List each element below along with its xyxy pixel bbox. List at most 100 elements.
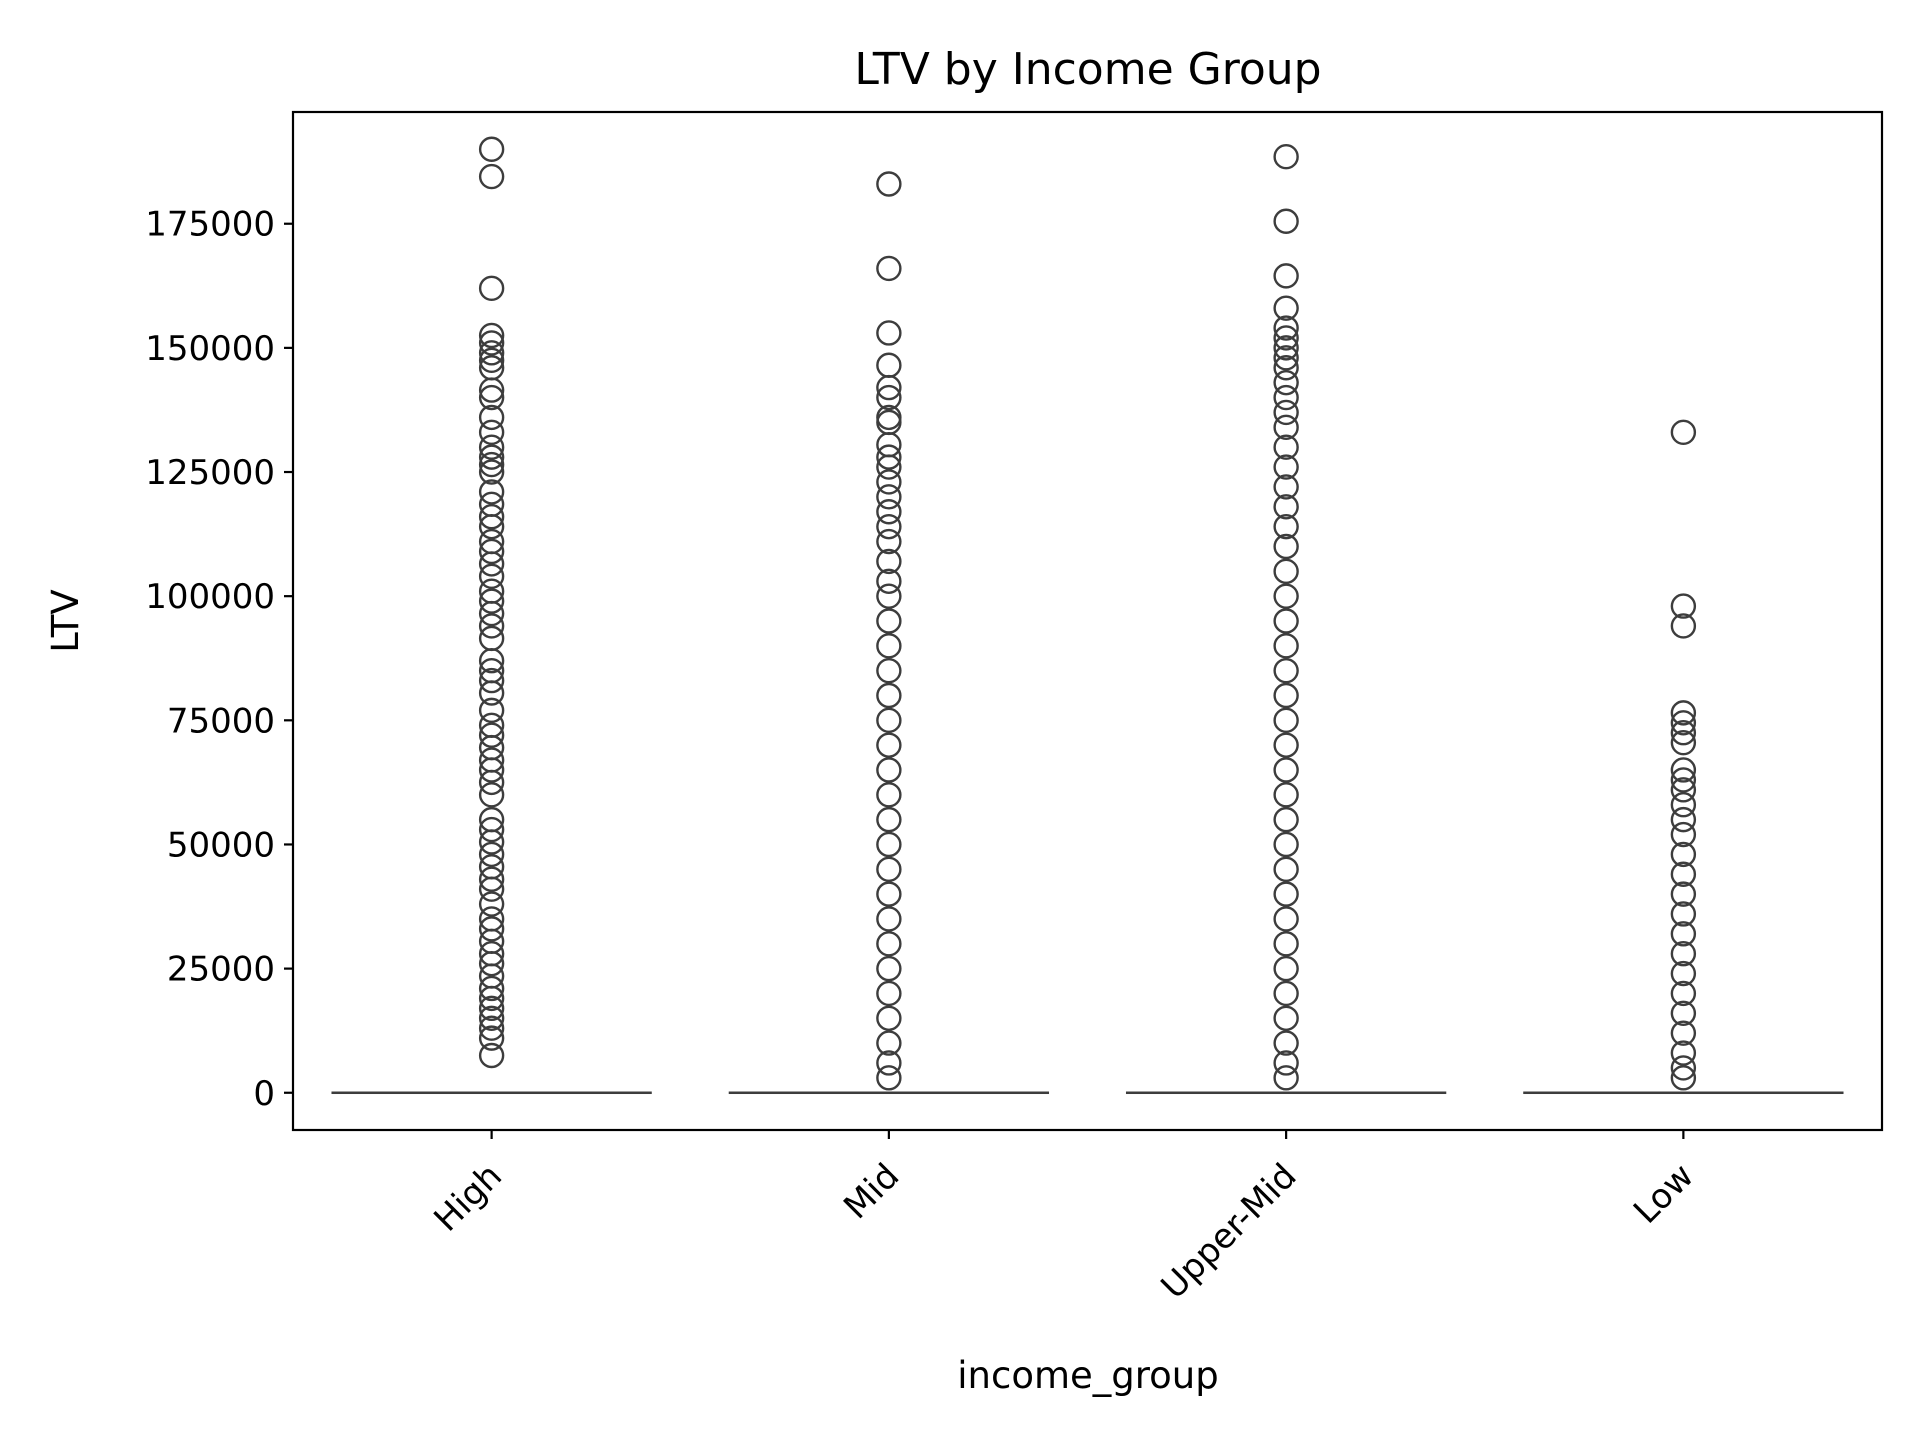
outlier-point	[876, 732, 902, 758]
outlier-point	[876, 657, 902, 684]
outlier-point	[1273, 513, 1299, 540]
outlier-point	[1670, 1055, 1697, 1081]
x-axis-title: income_group	[957, 1354, 1218, 1397]
outlier-point	[876, 568, 902, 594]
y-tick-label: 125000	[145, 453, 275, 493]
outlier-point	[478, 513, 505, 540]
outlier-point	[478, 712, 505, 738]
outlier-point	[1670, 613, 1697, 639]
outlier-point	[478, 648, 505, 674]
outlier-point	[478, 1025, 505, 1051]
outlier-point	[1273, 208, 1299, 234]
outlier-point	[1273, 757, 1299, 783]
outlier-point	[1273, 806, 1299, 833]
outlier-point	[876, 1005, 902, 1031]
outlier-point	[478, 697, 505, 724]
outlier-point	[1273, 633, 1299, 659]
outlier-point	[478, 916, 505, 942]
outlier-point	[478, 434, 505, 460]
outlier-point	[1273, 657, 1299, 684]
outlier-point	[1273, 831, 1299, 858]
outlier-point	[478, 841, 505, 868]
plot-area	[331, 136, 1844, 1095]
outlier-point	[1670, 806, 1697, 833]
y-axis-title: LTV	[44, 589, 87, 652]
outlier-point	[478, 163, 505, 190]
outlier-point	[478, 1015, 505, 1041]
outlier-point	[876, 633, 902, 659]
outlier-point	[1273, 315, 1299, 341]
outlier-point	[876, 384, 902, 411]
outlier-point	[1670, 841, 1697, 868]
outlier-point	[478, 1042, 505, 1069]
outlier-point	[1670, 757, 1697, 783]
outlier-point	[876, 707, 902, 734]
outlier-point	[1273, 707, 1299, 734]
outlier-point	[1670, 710, 1697, 736]
outlier-point	[478, 459, 505, 485]
outlier-point	[1273, 856, 1299, 882]
outlier-point	[1670, 980, 1697, 1007]
y-tick-label: 25000	[167, 950, 275, 990]
outlier-point	[478, 876, 505, 902]
outlier-point	[1670, 720, 1697, 746]
outlier-point	[1273, 1050, 1299, 1076]
outlier-point	[1670, 881, 1697, 907]
outlier-point	[1670, 1065, 1697, 1091]
outlier-point	[478, 384, 505, 411]
outlier-point	[876, 1050, 902, 1076]
x-tick-label: Upper-Mid	[1154, 1156, 1305, 1307]
outlier-point	[876, 469, 902, 495]
outlier-point	[1273, 325, 1299, 351]
outlier-point	[876, 409, 902, 436]
outlier-point	[876, 374, 902, 401]
outlier-point	[1273, 355, 1299, 381]
outlier-point	[478, 322, 505, 349]
outlier-point	[1273, 955, 1299, 982]
y-axis: 0 25000 50000 75000 100000 125000 150000 175000	[145, 205, 293, 1114]
outlier-point	[478, 657, 505, 684]
outlier-point	[1273, 1005, 1299, 1031]
outlier-point	[478, 829, 505, 855]
y-tick-label: 150000	[145, 329, 275, 369]
outlier-point	[1670, 1000, 1697, 1027]
outlier-point	[1670, 1020, 1697, 1046]
outlier-point	[1273, 143, 1299, 170]
outlier-point	[876, 831, 902, 858]
outlier-point	[478, 538, 505, 565]
outlier-point	[876, 513, 902, 540]
outlier-point	[876, 499, 902, 525]
outlier-point	[1670, 960, 1697, 987]
outlier-point	[478, 600, 505, 627]
outlier-point	[1670, 700, 1697, 726]
outlier-point	[1273, 369, 1299, 396]
y-tick-label: 100000	[145, 577, 275, 617]
outlier-point	[1670, 921, 1697, 947]
outlier-point	[478, 136, 505, 162]
outlier-point	[876, 352, 902, 378]
outlier-point	[478, 451, 505, 478]
outlier-point	[876, 856, 902, 882]
outlier-point	[478, 578, 505, 604]
outlier-point	[478, 479, 505, 505]
outlier-point	[478, 769, 505, 796]
outlier-point	[1273, 494, 1299, 520]
outlier-point	[1273, 345, 1299, 371]
outlier-point	[478, 551, 505, 577]
outlier-point	[1670, 729, 1697, 756]
outlier-point	[876, 255, 902, 282]
y-tick-label: 75000	[167, 701, 275, 741]
outlier-point	[1273, 931, 1299, 957]
x-tick-label: Mid	[836, 1156, 907, 1227]
outlier-point	[478, 404, 505, 431]
outlier-point	[478, 782, 505, 808]
outlier-point	[876, 608, 902, 634]
outlier-point	[1273, 980, 1299, 1007]
outlier-point	[876, 980, 902, 1007]
outlier-point	[478, 275, 505, 301]
outlier-point	[478, 816, 505, 843]
outlier-point	[1273, 583, 1299, 609]
outlier-point	[876, 320, 902, 346]
outlier-point	[876, 806, 902, 833]
outlier-point	[1670, 792, 1697, 818]
